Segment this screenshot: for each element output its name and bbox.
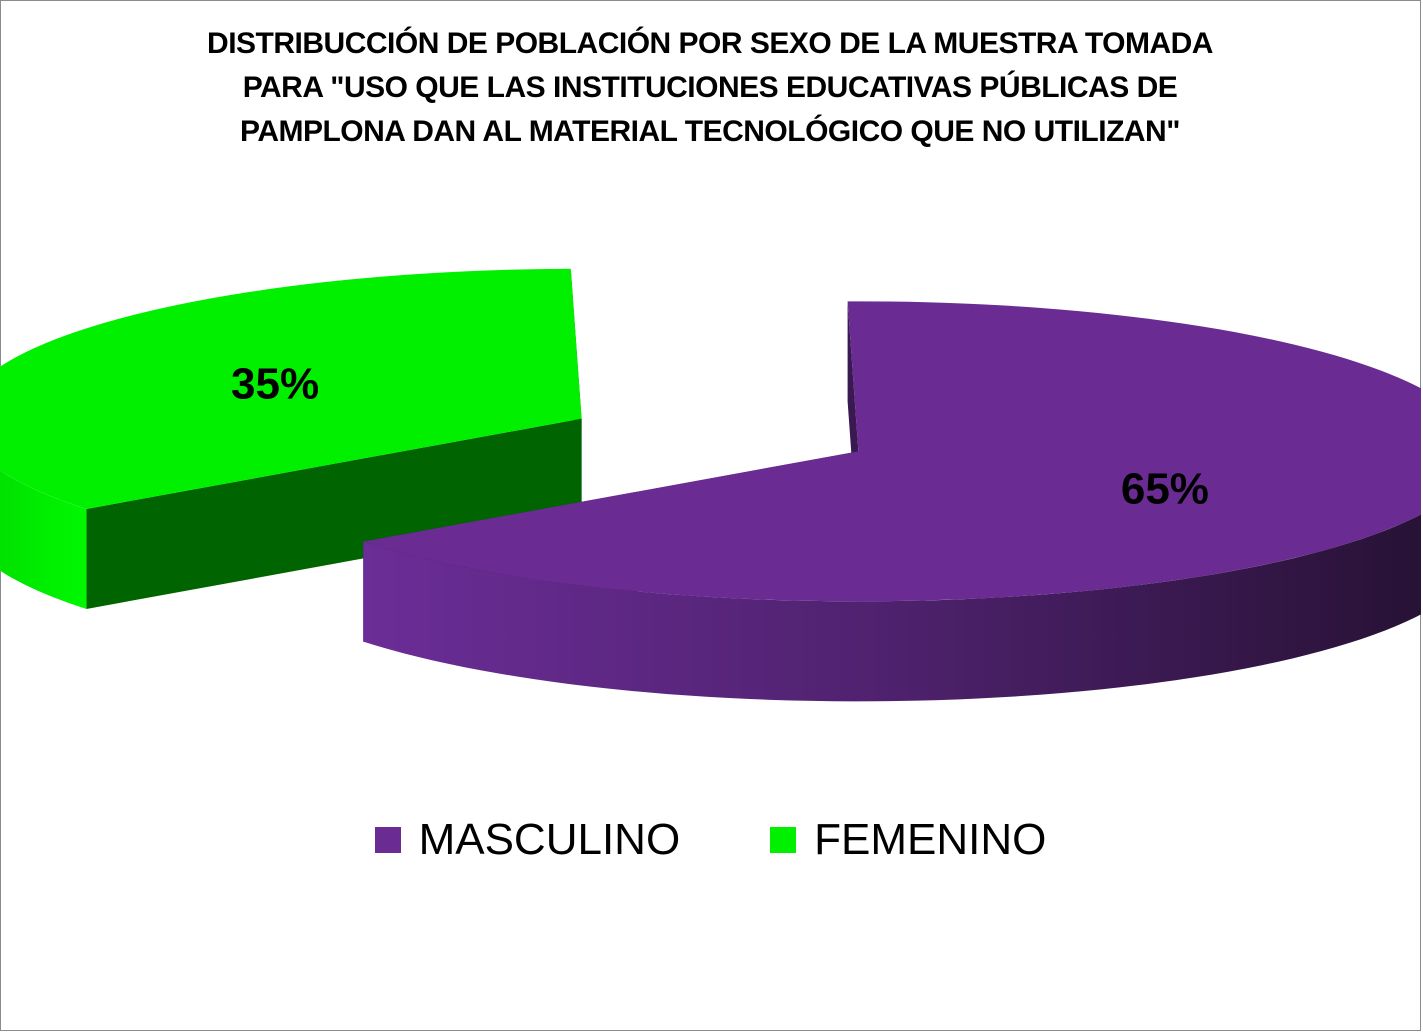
- chart-title-line-1: DISTRIBUCCIÓN DE POBLACIÓN POR SEXO DE L…: [207, 27, 1213, 60]
- data-label-masculino: 65%: [1121, 464, 1209, 513]
- pie-slice-masculino: 65%: [363, 301, 1421, 702]
- legend-label-masculino: MASCULINO: [418, 815, 681, 864]
- legend-item-femenino: FEMENINO: [770, 815, 1046, 865]
- legend-label-femenino: FEMENINO: [814, 815, 1047, 864]
- pie-slice-femenino-top: [0, 268, 582, 509]
- chart-legend: MASCULINO FEMENINO: [0, 810, 1421, 870]
- chart-title-line-3: PAMPLONA DAN AL MATERIAL TECNOLÓGICO QUE…: [240, 115, 1180, 148]
- pie-slice-femenino-wall-0: [86, 418, 582, 609]
- chart-title-line-2: PARA "USO QUE LAS INSTITUCIONES EDUCATIV…: [242, 71, 1178, 104]
- pie-slice-femenino: 35%: [0, 268, 582, 609]
- pie-slice-masculino-top: [363, 301, 1421, 602]
- pie-slice-femenino-side-0: [0, 470, 87, 609]
- data-label-femenino: 35%: [231, 360, 319, 409]
- legend-swatch-masculino: [374, 827, 401, 853]
- pie-slice-masculino-side-0: [363, 514, 1421, 702]
- chart-title: DISTRIBUCCIÓN DE POBLACIÓN POR SEXO DE L…: [60, 22, 1360, 154]
- legend-swatch-femenino: [770, 827, 797, 853]
- legend-item-masculino: MASCULINO: [374, 815, 681, 865]
